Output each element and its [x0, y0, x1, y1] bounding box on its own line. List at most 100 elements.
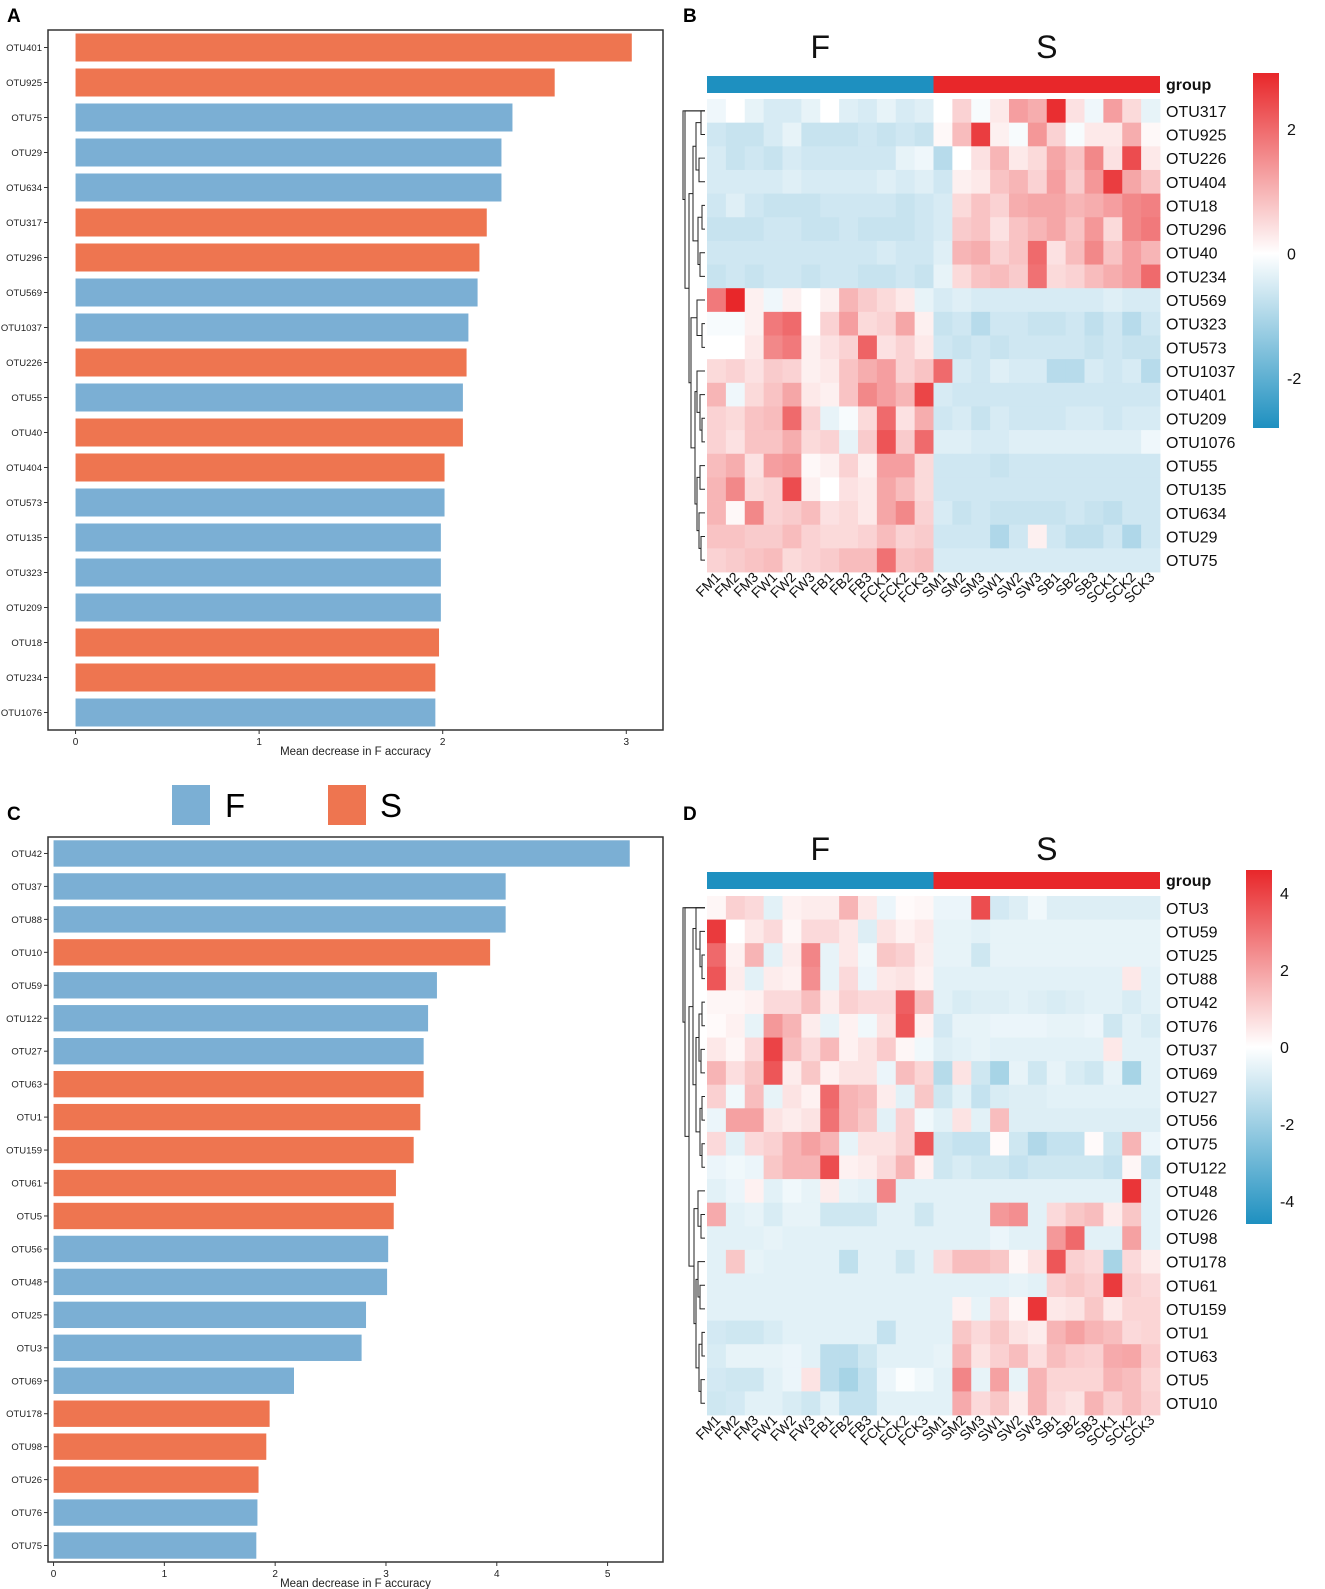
heat-cell [1122, 122, 1142, 147]
heat-cell [1027, 453, 1048, 478]
color-scale-tick-label: 0 [1280, 1040, 1289, 1057]
heat-cell [1122, 1013, 1142, 1038]
bar-otu18 [75, 628, 440, 657]
heat-cell [782, 169, 802, 194]
heat-cell [914, 311, 934, 336]
row-label: OTU55 [1166, 459, 1218, 476]
heat-cell [725, 1320, 746, 1345]
heat-cell [1046, 1179, 1067, 1204]
row-label: OTU98 [1166, 1231, 1218, 1248]
bar-otu75 [53, 1532, 257, 1559]
heat-cell [1009, 1061, 1029, 1086]
heat-cell [1084, 1061, 1104, 1086]
heat-cell [763, 524, 783, 549]
y-tick-label: OTU122 [6, 1014, 42, 1025]
heat-cell [1046, 1202, 1067, 1227]
heat-cell [914, 943, 934, 968]
heat-cell [839, 1108, 859, 1133]
heat-cell [1103, 1297, 1123, 1322]
heat-cell [1141, 1202, 1161, 1227]
heat-cell [782, 311, 802, 336]
heat-cell [801, 501, 821, 526]
heat-cell [1065, 1155, 1085, 1180]
heat-cell [1065, 1344, 1085, 1369]
heat-cell [1122, 524, 1142, 549]
heat-cell [1027, 1226, 1048, 1251]
heat-cell [1084, 477, 1104, 502]
heat-cell [895, 1013, 916, 1038]
heat-cell [1084, 1226, 1104, 1251]
heat-cell [782, 1061, 802, 1086]
heat-cell [707, 1320, 727, 1345]
heat-cell [1065, 99, 1085, 124]
heat-cell [1009, 240, 1029, 265]
y-tick-label: OTU404 [6, 463, 42, 474]
bar-otu29 [75, 138, 502, 167]
heat-cell [914, 548, 934, 573]
heat-cell [782, 1131, 802, 1156]
heat-cell [763, 1297, 783, 1322]
heat-cell [1009, 335, 1029, 360]
row-label: OTU209 [1166, 411, 1227, 428]
heat-cell [707, 1037, 727, 1062]
heat-cell [971, 264, 991, 289]
heat-cell [895, 288, 916, 313]
heat-cell [707, 1084, 727, 1109]
heat-cell [1141, 382, 1161, 407]
heat-cell [876, 1320, 897, 1345]
heat-cell [895, 1273, 916, 1298]
heat-cell [1122, 1037, 1142, 1062]
heat-cell [707, 122, 727, 147]
y-tick-label: OTU634 [6, 183, 42, 194]
row-label: OTU1076 [1166, 435, 1235, 452]
heat-cell [1103, 1344, 1123, 1369]
heat-cell [1084, 1297, 1104, 1322]
heat-cell [1065, 1179, 1085, 1204]
heat-cell [763, 896, 783, 920]
heat-cell [971, 217, 991, 242]
heat-cell [839, 359, 859, 384]
heat-cell [744, 966, 765, 991]
dendrogram-branch [682, 110, 705, 201]
heat-cell [1122, 311, 1142, 336]
x-tick-label: 0 [73, 737, 79, 748]
heat-cell [1046, 406, 1067, 431]
heat-cell [990, 1037, 1010, 1062]
heat-cell [1084, 1084, 1104, 1109]
heat-cell [1046, 1108, 1067, 1133]
heat-cell [707, 1202, 727, 1227]
row-label: OTU18 [1166, 198, 1218, 215]
heat-cell [1084, 1131, 1104, 1156]
legend-swatch-s [328, 785, 366, 825]
heat-cell [725, 1037, 746, 1062]
heat-cell [763, 430, 783, 455]
heat-cell [801, 122, 821, 147]
heat-cell [763, 1320, 783, 1345]
heat-cell [1084, 217, 1104, 242]
heat-cell [1027, 524, 1048, 549]
heat-cell [990, 1202, 1010, 1227]
heat-cell [876, 335, 897, 360]
heat-cell [1009, 1131, 1029, 1156]
row-label: OTU135 [1166, 482, 1227, 499]
heat-cell [876, 311, 897, 336]
heat-cell [933, 919, 953, 944]
heat-cell [744, 1131, 765, 1156]
heat-cell [801, 1226, 821, 1251]
heat-cell [952, 1249, 972, 1274]
heat-cell [933, 217, 953, 242]
heat-cell [1103, 548, 1123, 573]
heat-cell [839, 943, 859, 968]
heat-cell [820, 1108, 840, 1133]
heat-cell [820, 1131, 840, 1156]
heat-cell [952, 1179, 972, 1204]
heat-cell [839, 524, 859, 549]
heat-cell [990, 1367, 1010, 1392]
y-tick-label: OTU56 [11, 1244, 42, 1255]
heat-cell [971, 477, 991, 502]
heat-cell [990, 1226, 1010, 1251]
heat-cell [895, 1131, 916, 1156]
heat-cell [1141, 99, 1161, 124]
heat-cell [990, 1320, 1010, 1345]
heat-cell [1046, 193, 1067, 218]
